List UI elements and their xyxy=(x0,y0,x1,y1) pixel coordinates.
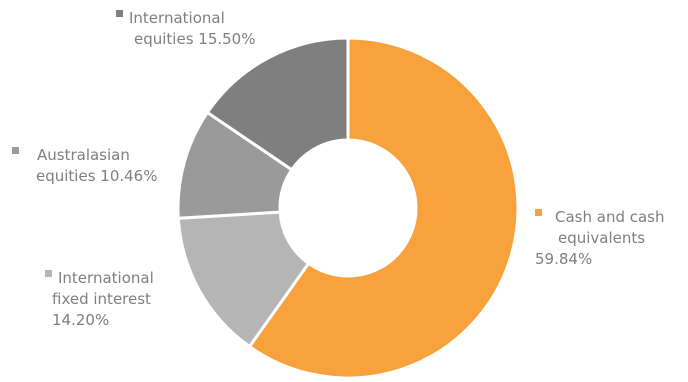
series-marker xyxy=(116,10,123,17)
label-international-fixed-interest: International fixed interest 14.20% xyxy=(45,268,154,331)
series-marker xyxy=(535,209,542,216)
label-australasian-equities: Australasian equities 10.46% xyxy=(12,145,157,187)
donut-slice-international-fixed-interest xyxy=(176,210,311,349)
label-cash-and-cash-equivalents: Cash and cash equivalents 59.84% xyxy=(535,208,665,268)
donut-slice-international-equities xyxy=(205,36,350,172)
series-marker xyxy=(45,270,52,277)
series-marker xyxy=(12,147,19,154)
donut-slice-cash-and-cash-equivalents xyxy=(247,36,520,380)
label-international-equities: International equities 15.50% xyxy=(116,8,255,50)
